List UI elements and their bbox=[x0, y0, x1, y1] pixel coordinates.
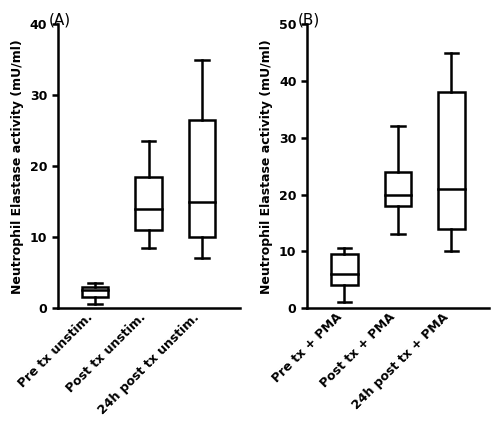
Bar bbox=[188, 120, 216, 237]
Text: (B): (B) bbox=[298, 13, 320, 28]
Bar bbox=[135, 177, 162, 230]
Bar bbox=[331, 254, 357, 285]
Bar bbox=[384, 172, 411, 206]
Y-axis label: Neutrophil Elastase activity (mU/ml): Neutrophil Elastase activity (mU/ml) bbox=[260, 39, 274, 294]
Bar bbox=[82, 287, 108, 297]
Text: (A): (A) bbox=[48, 13, 70, 28]
Y-axis label: Neutrophil Elastase activity (mU/ml): Neutrophil Elastase activity (mU/ml) bbox=[11, 39, 24, 294]
Bar bbox=[438, 92, 465, 229]
